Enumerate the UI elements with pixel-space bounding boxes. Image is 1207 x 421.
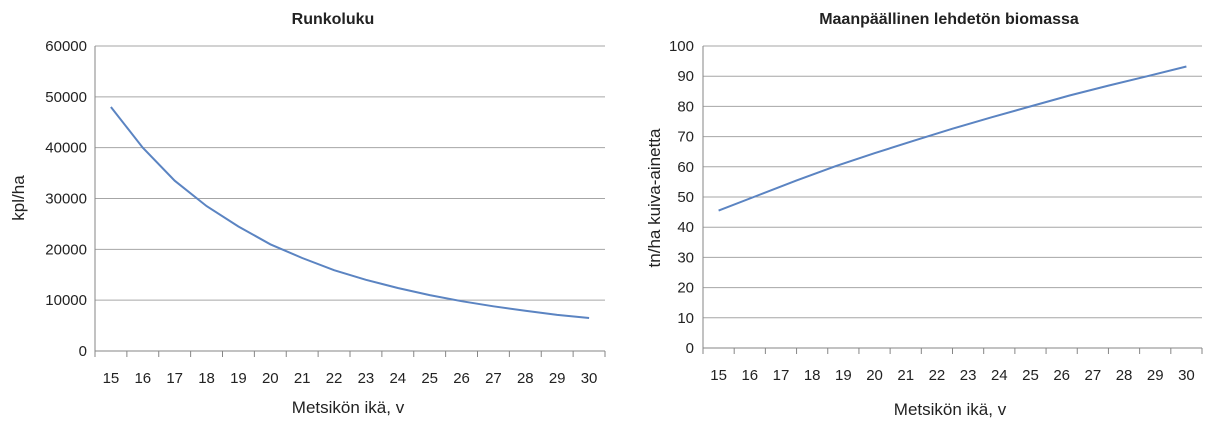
- chart-runkoluku: Runkoluku 15 16 17 18 19 20 21 22 23 24 25 26 27 28 29…: [9, 11, 606, 417]
- x-tick-label: 19: [835, 367, 852, 384]
- y-tick-label: 70: [677, 129, 694, 146]
- x-tick-label: 15: [103, 370, 120, 387]
- y-tick-label: 30: [677, 249, 694, 266]
- y-tick-label: 40000: [45, 140, 87, 157]
- x-tick-label: 21: [294, 370, 311, 387]
- x-tick-label: 29: [1147, 367, 1164, 384]
- x-tick-label: 28: [1116, 367, 1133, 384]
- x-tick-label: 21: [897, 367, 914, 384]
- chart-title: Runkoluku: [292, 11, 375, 28]
- y-tick-label: 10: [677, 310, 694, 327]
- y-tick-labels: 0 10 20 30 40 50 60 70 80 90 100: [669, 38, 694, 357]
- x-tick-label: 20: [262, 370, 279, 387]
- y-tick-label: 40: [677, 219, 694, 236]
- series-line: [110, 106, 590, 319]
- x-tick-label: 15: [710, 367, 727, 384]
- x-tick-label: 23: [358, 370, 375, 387]
- x-tick-labels: 15 16 17 18 19 20 21 22 23 24 25 26 27 28 29 30: [710, 367, 1195, 384]
- y-tick-label: 30000: [45, 191, 87, 208]
- x-tick-label: 17: [166, 370, 183, 387]
- y-tick-label: 60000: [45, 38, 87, 55]
- x-tick-label: 24: [991, 367, 1008, 384]
- x-tick-label: 22: [929, 367, 946, 384]
- y-tick-label: 20000: [45, 241, 87, 258]
- y-tick-label: 100: [669, 38, 694, 55]
- y-tick-label: 90: [677, 68, 694, 85]
- x-tick-label: 25: [1022, 367, 1039, 384]
- x-tick-label: 16: [741, 367, 758, 384]
- x-tick-label: 18: [804, 367, 821, 384]
- x-tick-label: 25: [421, 370, 438, 387]
- y-tick-label: 10000: [45, 292, 87, 309]
- y-axis-label: tn/ha kuiva-ainetta: [645, 128, 664, 267]
- x-tick-label: 29: [549, 370, 566, 387]
- x-tick-label: 24: [389, 370, 406, 387]
- x-tick-label: 23: [960, 367, 977, 384]
- chart-maanpaallinen-biomassa: Maanpäällinen lehdetön biomassa 15 16 17 18…: [645, 11, 1203, 419]
- y-tick-label: 0: [686, 340, 694, 357]
- y-tick-label: 80: [677, 98, 694, 115]
- y-tick-label: 20: [677, 280, 694, 297]
- y-tick-labels: 0 10000 20000 30000 40000 50000 60000: [45, 38, 87, 360]
- y-tick-label: 0: [79, 343, 87, 360]
- x-tick-label: 27: [485, 370, 502, 387]
- x-axis-label: Metsikön ikä, v: [894, 400, 1007, 419]
- gridlines: [94, 45, 606, 357]
- chart-title: Maanpäällinen lehdetön biomassa: [819, 11, 1079, 28]
- x-tick-label: 16: [134, 370, 151, 387]
- x-tick-labels: 15 16 17 18 19 20 21 22 23 24 25 26 27 28 29 30: [103, 370, 598, 387]
- series-line: [718, 65, 1187, 212]
- x-axis-label: Metsikön ikä, v: [292, 398, 405, 417]
- x-tick-label: 30: [581, 370, 598, 387]
- x-tick-label: 30: [1178, 367, 1195, 384]
- x-tick-label: 26: [1053, 367, 1070, 384]
- x-tick-label: 26: [453, 370, 470, 387]
- x-tick-label: 20: [866, 367, 883, 384]
- x-tick-label: 18: [198, 370, 215, 387]
- y-axis-label: kpl/ha: [9, 175, 28, 221]
- x-tick-label: 17: [773, 367, 790, 384]
- x-tick-label: 27: [1085, 367, 1102, 384]
- gridlines: [702, 45, 1203, 354]
- x-tick-label: 28: [517, 370, 534, 387]
- y-tick-label: 50000: [45, 89, 87, 106]
- y-tick-label: 60: [677, 159, 694, 176]
- y-tick-label: 50: [677, 189, 694, 206]
- x-tick-label: 19: [230, 370, 247, 387]
- x-tick-label: 22: [326, 370, 343, 387]
